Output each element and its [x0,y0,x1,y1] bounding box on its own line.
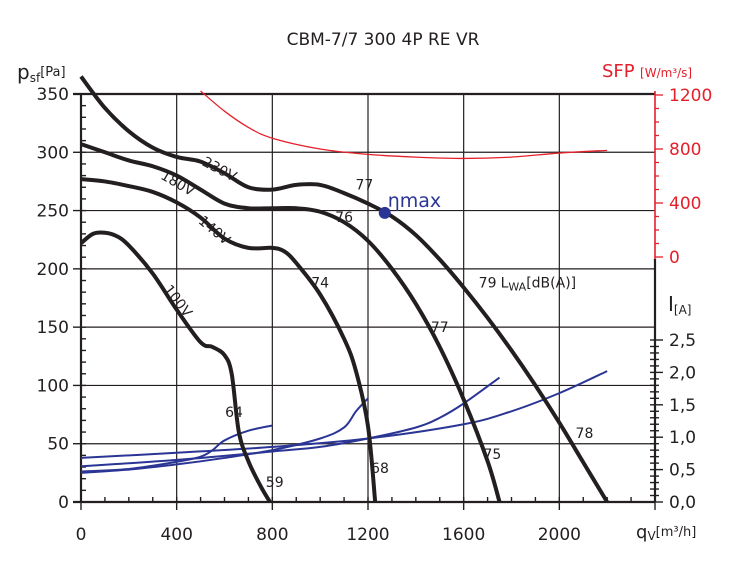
y2-axis-label-main: SFP [602,61,635,82]
sound-level-label: 78 [576,426,594,442]
axes [73,91,657,504]
eta-max-point [378,206,391,219]
y-axis-label-sub: sf [30,71,41,85]
pressure-curves-layer [79,75,609,504]
y-axis-label-unit: [Pa] [40,65,65,80]
x-axis-label: qV[m³/h] [636,522,696,543]
sound-level-label: 74 [311,276,329,292]
current-curves-layer [80,370,608,474]
pressure-curve-230v [79,75,609,504]
voltage-label: 140V [195,213,233,249]
y3-tick-label: 2,5 [669,331,696,351]
y3-axis-label-unit: [A] [674,303,692,317]
y-tick-label: 0 [58,493,69,513]
voltage-label: 100V [160,282,195,321]
voltage-label: 230V [199,154,239,185]
y2-tick-label: 400 [669,194,701,214]
grid [81,94,655,502]
sfp-curve [200,90,608,160]
x-axis-label-main: q [636,522,647,543]
sound-level-label: 77 [431,320,449,336]
sound-level-label: 76 [335,210,353,226]
sfp-curve-layer [200,90,608,160]
pressure-curve-100v [79,230,272,504]
y-tick-label: 150 [37,318,69,338]
y-tick-label: 250 [37,202,69,222]
y3-axis-label-main: I [668,292,674,316]
y3-tick-label: 1,0 [669,428,696,448]
y2-axis-label-unit: [W/m³/s] [640,66,692,80]
y-tick-label: 300 [37,143,69,163]
sound-unit-sub: WA [508,281,526,294]
y3-tick-label: 0,5 [669,461,696,481]
y2-tick-label: 1200 [669,86,712,106]
chart-title: CBM-7/7 300 4P RE VR [287,30,480,50]
x-tick-label: 1600 [442,525,485,545]
x-axis-label-unit: [m³/h] [656,525,697,540]
y-axis-label-main: p [17,60,30,84]
sound-unit-label: LWA[dB(A)] [501,276,577,294]
pressure-curve-140v [80,177,378,503]
sound-level-label: 59 [266,475,284,491]
y3-tick-label: 0,0 [669,493,696,513]
x-tick-label: 1200 [346,525,389,545]
eta-max-label: ηmax [388,190,441,212]
sound-level-label: 77 [355,178,373,194]
x-tick-label: 0 [76,525,87,545]
sound-unit-bracket: [dB(A)] [526,276,576,292]
sound-unit-main: L [501,276,509,292]
current-curve-i-180v [80,376,501,468]
y2-tick-label: 800 [669,140,701,160]
sound-level-label: 68 [371,461,389,477]
current-curve-i-140v [80,397,369,474]
tick-labels: 0 400 800 1200 1600 2000 0 50 100 150 200 250 300 350… [37,85,713,545]
y-tick-label: 50 [47,435,69,455]
y-axis-label: psf[Pa] [17,60,66,85]
y2-axis-label: SFP [W/m³/s] [602,61,692,82]
sound-level-label: 75 [483,447,501,463]
y3-tick-label: 1,5 [669,396,696,416]
y3-axis-label: I[A] [668,292,691,317]
y3-tick-label: 2,0 [669,363,696,383]
y-tick-label: 100 [37,376,69,396]
y-tick-label: 350 [37,85,69,105]
x-axis-label-sub: V [647,529,656,543]
sound-level-label: 64 [225,405,243,421]
y-tick-label: 200 [37,260,69,280]
x-tick-label: 800 [256,525,288,545]
y2-tick-label: 0 [669,248,680,268]
current-curve-i-230v [80,370,608,459]
pressure-curve-180v [80,142,502,503]
x-tick-label: 400 [160,525,192,545]
sound-level-label: 79 [479,276,497,292]
x-tick-label: 2000 [538,525,581,545]
